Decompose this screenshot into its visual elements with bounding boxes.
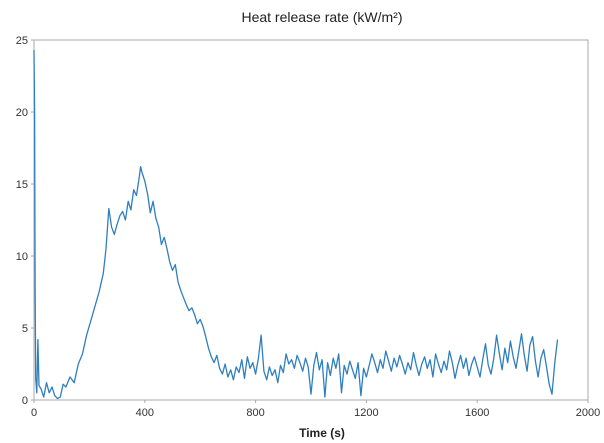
y-tick-label: 20 <box>16 107 28 119</box>
series-layer <box>33 50 559 400</box>
y-tick-label: 15 <box>16 179 28 191</box>
x-tick-label: 2000 <box>576 407 600 419</box>
chart-title: Heat release rate (kW/m²) <box>241 9 402 25</box>
x-tick-label: 1200 <box>354 407 378 419</box>
y-tick-label: 5 <box>22 323 28 335</box>
series-line-0 <box>33 50 559 400</box>
x-axis: 0 400 800 1200 1600 2000 <box>31 400 600 419</box>
x-tick-label: 400 <box>136 407 154 419</box>
x-tick-label: 800 <box>246 407 264 419</box>
y-axis: 0 5 10 15 20 25 <box>16 35 34 407</box>
plot-area <box>33 39 589 401</box>
y-tick-label: 10 <box>16 251 28 263</box>
x-axis-title: Time (s) <box>299 426 345 440</box>
x-tick-label: 0 <box>31 407 37 419</box>
y-tick-label: 0 <box>22 395 28 407</box>
x-tick-label: 1600 <box>465 407 489 419</box>
y-tick-label: 25 <box>16 35 28 47</box>
